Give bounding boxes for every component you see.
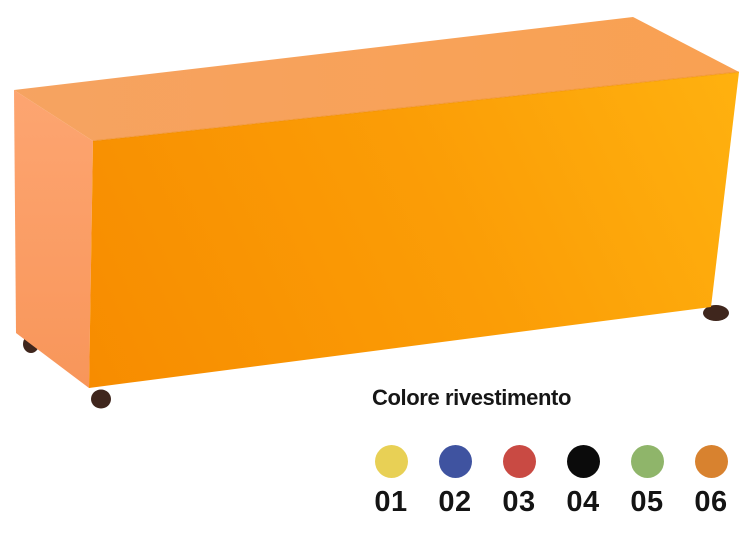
- color-code-label-04: 04: [566, 486, 600, 518]
- color-option-02: 02: [423, 445, 487, 518]
- color-code-label-01: 01: [374, 486, 408, 518]
- bench-top-front-crease: [92, 71, 740, 142]
- color-swatch-04[interactable]: [566, 445, 600, 478]
- color-code-label-05: 05: [630, 486, 664, 518]
- color-option-01: 01: [359, 445, 423, 518]
- color-selector-title: Colore rivestimento: [372, 385, 572, 410]
- bench-top-face: [14, 17, 739, 141]
- color-swatch-06[interactable]: [694, 445, 728, 478]
- color-code-label-03: 03: [502, 486, 536, 518]
- color-code-label-02: 02: [438, 486, 472, 518]
- color-swatch-row: 01 02 03 04 05 06: [359, 445, 743, 518]
- color-option-04: 04: [551, 445, 615, 518]
- bench-foot-front-left: [91, 389, 111, 409]
- bench-foot-front-right: [703, 305, 729, 321]
- product-image: [14, 17, 740, 409]
- color-option-03: 03: [487, 445, 551, 518]
- color-swatch-02[interactable]: [438, 445, 472, 478]
- bench-side-face: [14, 90, 93, 388]
- bench-front-face: [89, 72, 739, 388]
- color-swatch-01[interactable]: [374, 445, 408, 478]
- color-swatch-03[interactable]: [502, 445, 536, 478]
- color-swatch-05[interactable]: [630, 445, 664, 478]
- color-option-05: 05: [615, 445, 679, 518]
- color-code-label-06: 06: [694, 486, 728, 518]
- color-option-06: 06: [679, 445, 743, 518]
